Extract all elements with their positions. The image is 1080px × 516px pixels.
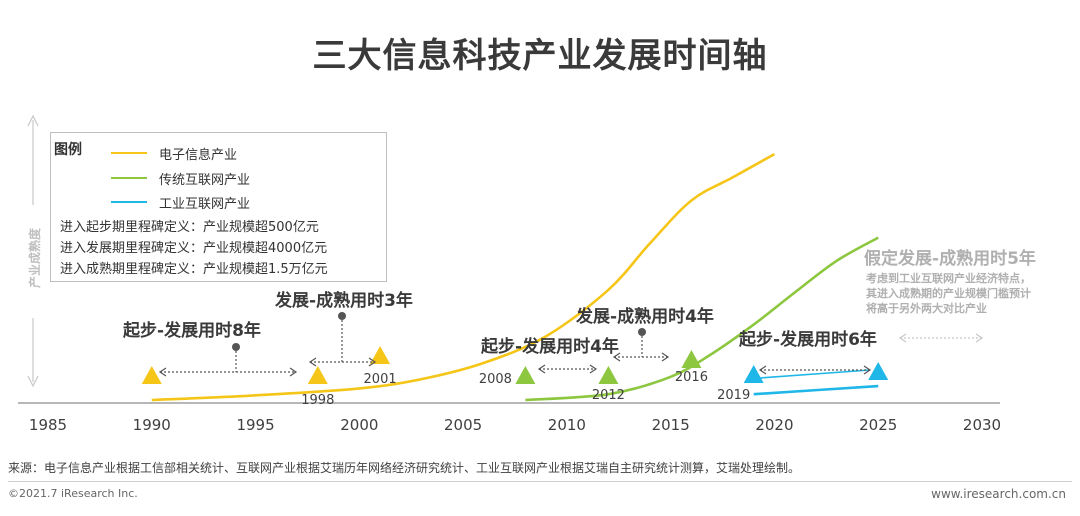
- annotation-label: 发展-成熟用时3年: [274, 290, 413, 311]
- milestone-marker: [598, 366, 619, 384]
- milestone-marker: [515, 366, 536, 384]
- range-arrow-industrial-start-arrow-left: [758, 365, 767, 375]
- milestone-marker: [370, 346, 391, 364]
- milestone-year-label: 1998: [301, 393, 334, 408]
- annotation-label: 假定发展-成熟用时5年: [864, 248, 1036, 269]
- footer-divider: [8, 481, 1072, 482]
- x-tick-label: 1995: [236, 416, 274, 434]
- annotation-label: 发展-成熟用时4年: [575, 306, 714, 327]
- x-tick-label: 2015: [652, 416, 690, 434]
- note-line: 将高于另外两大对比产业: [866, 301, 987, 315]
- x-tick-label: 2005: [444, 416, 482, 434]
- milestone-year-label: 2008: [479, 372, 512, 387]
- legend-label-internet: 传统互联网产业: [159, 172, 251, 188]
- range-arrow-internet-mature-arrow-right: [661, 352, 670, 362]
- annotation-label: 起步-发展用时4年: [480, 336, 619, 357]
- legend-label-industrial: 工业互联网产业: [159, 196, 251, 212]
- milestone-year-label: 2016: [675, 370, 708, 385]
- legend-title: 图例: [54, 142, 82, 158]
- milestone-marker: [141, 366, 162, 384]
- milestone-year-label: 2012: [592, 388, 625, 403]
- range-arrow-industrial-start-arrow-right: [863, 365, 872, 375]
- x-tick-label: 1990: [133, 416, 171, 434]
- note-line: 其进入成熟期的产业规模门槛预计: [866, 286, 1031, 300]
- range-line-industrial-start: [759, 369, 871, 379]
- legend-item-industrial: 工业互联网产业: [111, 193, 251, 212]
- milestone-marker: [868, 362, 889, 380]
- y-axis-arrow-up: [27, 114, 39, 127]
- range-arrow-electronics-mature-arrow-left: [308, 357, 317, 367]
- milestone-marker: [681, 350, 702, 368]
- range-arrow-industrial-assumed-left: [898, 333, 907, 343]
- legend-label-electronics: 电子信息产业: [159, 147, 238, 163]
- range-pin-electronics-start-dot: [232, 343, 240, 351]
- legend: 图例 电子信息产业 传统互联网产业 工业互联网产业 进入起步期里程碑定义：产业规…: [50, 132, 387, 282]
- range-pin-electronics-mature-dot: [338, 312, 346, 320]
- y-axis-arrow-down: [27, 375, 39, 388]
- legend-definition-development: 进入发展期里程碑定义：产业规模超4000亿元: [60, 241, 328, 256]
- range-arrow-electronics-start-arrow-left: [158, 367, 167, 377]
- website-link[interactable]: www.iresearch.com.cn: [931, 487, 1066, 501]
- series-line-electronics: [151, 152, 776, 402]
- series-line-industrial: [753, 384, 879, 396]
- range-pin-internet-mature-dot: [638, 328, 646, 336]
- x-tick-label: 2025: [859, 416, 897, 434]
- range-arrow-industrial-assumed-right: [975, 333, 984, 343]
- source-note: 来源：电子信息产业根据工信部相关统计、互联网产业根据艾瑞历年网络经济研究统计、工…: [8, 461, 801, 475]
- legend-item-electronics: 电子信息产业: [111, 144, 238, 163]
- x-tick-label: 2010: [548, 416, 586, 434]
- legend-item-internet: 传统互联网产业: [111, 169, 251, 188]
- x-tick-label: 2000: [340, 416, 378, 434]
- x-tick-label: 2030: [963, 416, 1001, 434]
- chart-title: 三大信息科技产业发展时间轴: [312, 36, 768, 76]
- legend-definition-start: 进入起步期里程碑定义：产业规模超500亿元: [60, 220, 319, 235]
- milestone-marker: [307, 366, 328, 384]
- x-tick-label: 1985: [29, 416, 67, 434]
- range-arrow-internet-mature-arrow-left: [612, 352, 621, 362]
- series-line-internet: [525, 236, 879, 402]
- legend-swatch-industrial: [111, 201, 147, 203]
- range-arrow-electronics-mature-arrow-right: [368, 357, 377, 367]
- milestone-year-label: 2019: [717, 388, 750, 403]
- legend-definition-mature: 进入成熟期里程碑定义：产业规模超1.5万亿元: [60, 262, 328, 277]
- legend-swatch-internet: [111, 177, 147, 179]
- annotation-label: 起步-发展用时8年: [122, 320, 261, 341]
- range-arrow-electronics-start-arrow-right: [289, 367, 298, 377]
- milestone-marker: [743, 365, 764, 383]
- legend-swatch-electronics: [111, 152, 147, 154]
- x-tick-label: 2020: [755, 416, 793, 434]
- copyright: ©2021.7 iResearch Inc.: [8, 487, 138, 500]
- note-line: 考虑到工业互联网产业经济特点，: [866, 271, 1031, 285]
- range-arrow-internet-start-arrow-right: [589, 364, 598, 374]
- annotation-label: 起步-发展用时6年: [738, 329, 877, 350]
- milestone-year-label: 2001: [364, 372, 397, 387]
- y-axis-label: 产业成熟度: [27, 227, 42, 288]
- range-arrow-internet-start-arrow-left: [537, 364, 546, 374]
